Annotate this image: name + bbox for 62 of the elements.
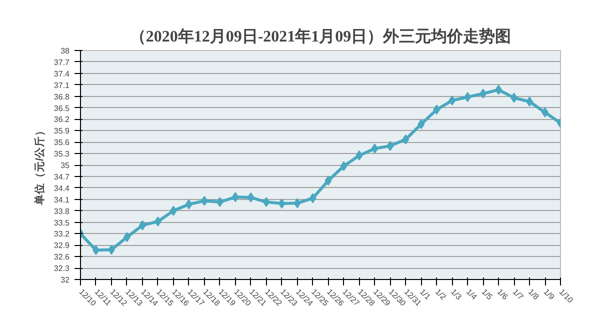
point bbox=[170, 206, 177, 216]
point bbox=[448, 96, 456, 106]
point bbox=[510, 92, 518, 103]
x-tick-label: 1/4 bbox=[464, 287, 480, 302]
x-tick-label: 1/7 bbox=[510, 287, 526, 302]
y-tick-label: 34.7 bbox=[54, 172, 70, 182]
y-tick-label: 36.8 bbox=[54, 92, 70, 102]
point bbox=[185, 199, 192, 210]
chart-title: （2020年12月09日-2021年1月09日）外三元均价走势图 bbox=[130, 28, 512, 46]
y-tick-label: 35.6 bbox=[54, 138, 70, 148]
point bbox=[433, 104, 440, 115]
point bbox=[262, 197, 270, 208]
x-tick-label: 1/8 bbox=[526, 287, 541, 302]
y-tick-label: 37.7 bbox=[54, 58, 70, 67]
x-tick-label: 1/3 bbox=[448, 287, 464, 302]
point bbox=[542, 107, 549, 118]
y-tick-label: 35.3 bbox=[54, 150, 70, 159]
point bbox=[340, 161, 348, 172]
x-tick-label: 1/2 bbox=[433, 287, 448, 302]
y-tick-label: 38 bbox=[60, 46, 70, 56]
point bbox=[216, 197, 224, 208]
point bbox=[294, 198, 301, 208]
x-tick-label: 1/5 bbox=[480, 287, 495, 302]
point bbox=[154, 216, 162, 226]
point bbox=[356, 150, 363, 160]
y-tick-label: 34.1 bbox=[54, 195, 70, 204]
y-tick-label: 35 bbox=[60, 161, 70, 170]
y-tick-label: 36.2 bbox=[54, 115, 70, 124]
y-tick-label: 34.4 bbox=[54, 184, 70, 193]
y-tick-label: 32.9 bbox=[54, 241, 70, 250]
point bbox=[92, 245, 100, 256]
point bbox=[232, 192, 239, 202]
y-tick-label: 32.6 bbox=[54, 252, 70, 262]
x-tick-label: 1/10 bbox=[557, 287, 576, 306]
point bbox=[402, 134, 410, 144]
y-tick-label: 32 bbox=[60, 276, 70, 284]
y-axis-title: 单位（元/公斤） bbox=[32, 125, 46, 206]
y-tick-label: 35.9 bbox=[54, 126, 70, 136]
y-tick-label: 36.5 bbox=[54, 104, 70, 113]
x-tick-label: 1/9 bbox=[542, 287, 556, 302]
x-tick-label: 1/6 bbox=[495, 287, 510, 302]
y-tick-label: 37.4 bbox=[54, 69, 70, 78]
point bbox=[247, 192, 254, 202]
point bbox=[309, 193, 316, 204]
point bbox=[138, 220, 146, 230]
point bbox=[464, 92, 472, 102]
point bbox=[324, 176, 332, 186]
point bbox=[278, 198, 286, 209]
y-tick-label: 33.8 bbox=[54, 206, 70, 216]
y-tick-label: 33.2 bbox=[54, 230, 70, 239]
y-tick-label: 32.3 bbox=[54, 264, 70, 274]
y-tick-label: 37.1 bbox=[54, 80, 70, 90]
point bbox=[108, 244, 115, 255]
y-tick-label: 33.5 bbox=[54, 218, 70, 228]
point bbox=[123, 232, 130, 242]
point bbox=[526, 96, 534, 107]
point bbox=[480, 88, 487, 99]
point bbox=[386, 140, 394, 151]
point bbox=[495, 84, 502, 95]
point bbox=[200, 196, 208, 206]
point bbox=[371, 144, 378, 154]
point bbox=[418, 119, 425, 130]
